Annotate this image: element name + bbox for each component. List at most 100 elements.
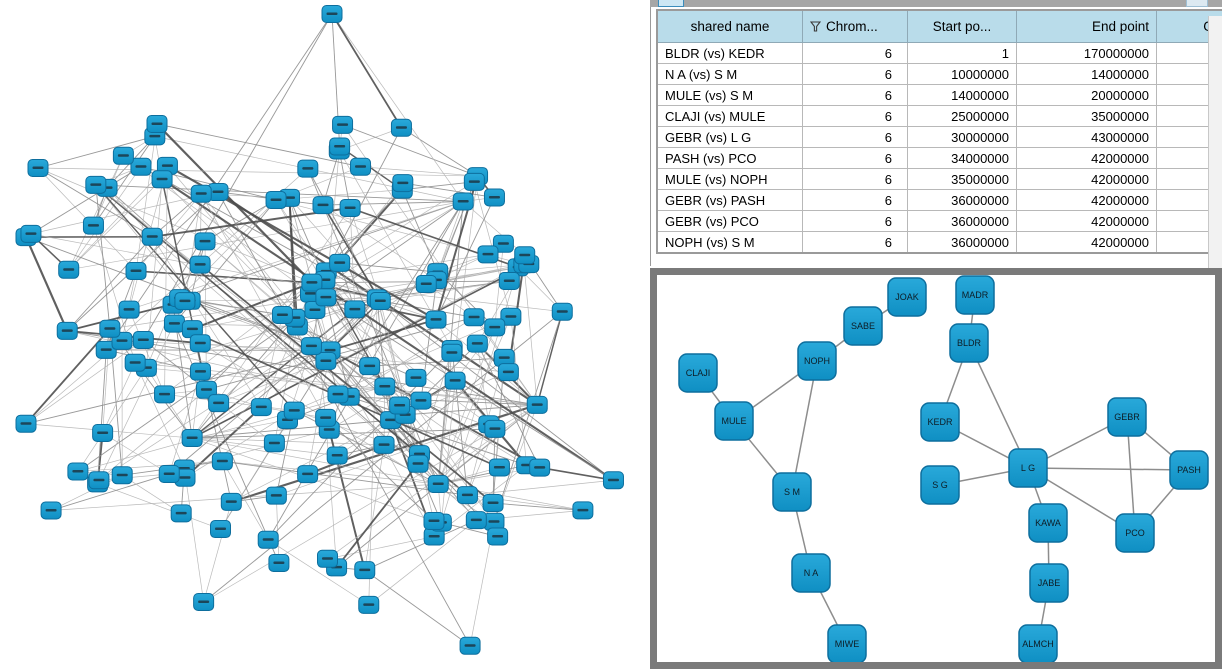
network-node[interactable]	[529, 458, 551, 477]
network-node[interactable]	[354, 561, 376, 580]
network-node[interactable]	[265, 190, 287, 209]
table-vertical-scrollbar[interactable]	[1208, 16, 1222, 269]
network-node[interactable]	[444, 371, 466, 390]
network-node[interactable]	[189, 255, 211, 274]
network-node[interactable]	[151, 170, 173, 189]
network-node[interactable]	[312, 196, 334, 215]
network-node[interactable]	[497, 363, 519, 382]
network-node[interactable]	[85, 175, 107, 194]
network-node[interactable]	[132, 330, 154, 349]
network-node[interactable]	[211, 452, 233, 471]
network-node[interactable]	[189, 334, 211, 353]
network-node-NOPH[interactable]: NOPH	[797, 341, 837, 381]
network-node[interactable]	[459, 636, 481, 655]
network-node[interactable]	[405, 368, 427, 387]
network-node[interactable]	[410, 391, 432, 410]
network-node[interactable]	[477, 245, 499, 264]
network-node[interactable]	[58, 260, 80, 279]
table-row[interactable]: GEBR (vs) L G6300000004300000016.9	[656, 126, 1222, 148]
network-node[interactable]	[488, 458, 510, 477]
scrollbar-top-stub[interactable]	[1186, 0, 1208, 7]
network-node[interactable]	[350, 157, 372, 176]
network-node[interactable]	[369, 291, 391, 310]
network-node[interactable]	[297, 465, 319, 484]
network-node[interactable]	[111, 466, 133, 485]
table-row[interactable]: NOPH (vs) S M636000000420000009.9	[656, 231, 1222, 254]
network-node[interactable]	[427, 475, 449, 494]
network-node[interactable]	[500, 307, 522, 326]
network-node[interactable]	[359, 357, 381, 376]
network-node[interactable]	[392, 174, 414, 193]
network-node[interactable]	[466, 334, 488, 353]
network-node[interactable]	[493, 348, 515, 367]
network-node[interactable]	[498, 272, 520, 291]
network-node[interactable]	[329, 137, 351, 156]
network-node[interactable]	[415, 275, 437, 294]
network-node[interactable]	[315, 352, 337, 371]
network-node[interactable]	[250, 398, 272, 417]
network-node[interactable]	[194, 232, 216, 251]
network-node[interactable]	[263, 434, 285, 453]
network-node[interactable]	[329, 253, 351, 272]
network-node[interactable]	[301, 273, 323, 292]
network-node-LG[interactable]: L G	[1008, 448, 1048, 488]
network-node[interactable]	[373, 435, 395, 454]
network-node[interactable]	[118, 300, 140, 319]
network-node[interactable]	[315, 288, 337, 307]
network-node[interactable]	[407, 454, 429, 473]
network-node[interactable]	[339, 198, 361, 217]
network-node[interactable]	[271, 305, 293, 324]
network-node[interactable]	[344, 300, 366, 319]
network-node[interactable]	[92, 423, 114, 442]
table-row[interactable]: BLDR (vs) KEDR61170000000192.0	[656, 42, 1222, 64]
network-edge-NOPH-SM[interactable]	[791, 360, 818, 493]
network-node[interactable]	[125, 262, 147, 281]
network-node-CLAJI[interactable]: CLAJI	[678, 353, 718, 393]
network-node[interactable]	[465, 511, 487, 530]
network-node[interactable]	[374, 377, 396, 396]
network-node[interactable]	[268, 553, 290, 572]
network-node[interactable]	[300, 337, 322, 356]
network-node[interactable]	[209, 520, 231, 539]
network-node[interactable]	[487, 527, 509, 546]
network-node[interactable]	[572, 501, 594, 520]
table-row[interactable]: GEBR (vs) PASH636000000420000008.9	[656, 189, 1222, 211]
network-node[interactable]	[154, 385, 176, 404]
network-node[interactable]	[482, 494, 504, 513]
network-node[interactable]	[99, 319, 121, 338]
network-node[interactable]	[389, 396, 411, 415]
network-node-PASH[interactable]: PASH	[1169, 450, 1209, 490]
network-node[interactable]	[27, 159, 49, 177]
network-node[interactable]	[67, 462, 89, 481]
network-node[interactable]	[181, 320, 203, 339]
network-node-SM[interactable]: S M	[772, 472, 812, 512]
network-node[interactable]	[141, 227, 163, 246]
network-node[interactable]	[456, 486, 478, 505]
network-node-PCO[interactable]: PCO	[1115, 513, 1155, 553]
table-row[interactable]: MULE (vs) S M614000000200000007.5	[656, 84, 1222, 106]
network-node[interactable]	[327, 385, 349, 404]
column-filter-icon[interactable]	[809, 21, 822, 32]
table-row[interactable]: CLAJI (vs) MULE625000000350000005.9	[656, 105, 1222, 127]
network-node-SABE[interactable]: SABE	[843, 306, 883, 346]
network-node[interactable]	[463, 172, 485, 191]
network-node[interactable]	[40, 501, 62, 520]
network-node[interactable]	[425, 310, 447, 329]
network-node[interactable]	[181, 429, 203, 448]
network-node-GEBR[interactable]: GEBR	[1107, 397, 1147, 437]
network-node[interactable]	[193, 593, 215, 612]
table-row[interactable]: GEBR (vs) PCO636000000420000008.4	[656, 210, 1222, 232]
network-node[interactable]	[20, 224, 42, 243]
network-node[interactable]	[170, 504, 192, 523]
network-node[interactable]	[208, 394, 230, 413]
network-node[interactable]	[56, 321, 78, 340]
network-node[interactable]	[265, 486, 287, 505]
network-node[interactable]	[297, 159, 319, 178]
network-node[interactable]	[321, 5, 343, 23]
network-node[interactable]	[602, 471, 624, 490]
column-header-endpoint[interactable]: End point	[1016, 9, 1157, 43]
network-node[interactable]	[163, 314, 185, 333]
network-node[interactable]	[514, 246, 536, 265]
network-node[interactable]	[130, 157, 152, 176]
network-node[interactable]	[146, 115, 168, 133]
